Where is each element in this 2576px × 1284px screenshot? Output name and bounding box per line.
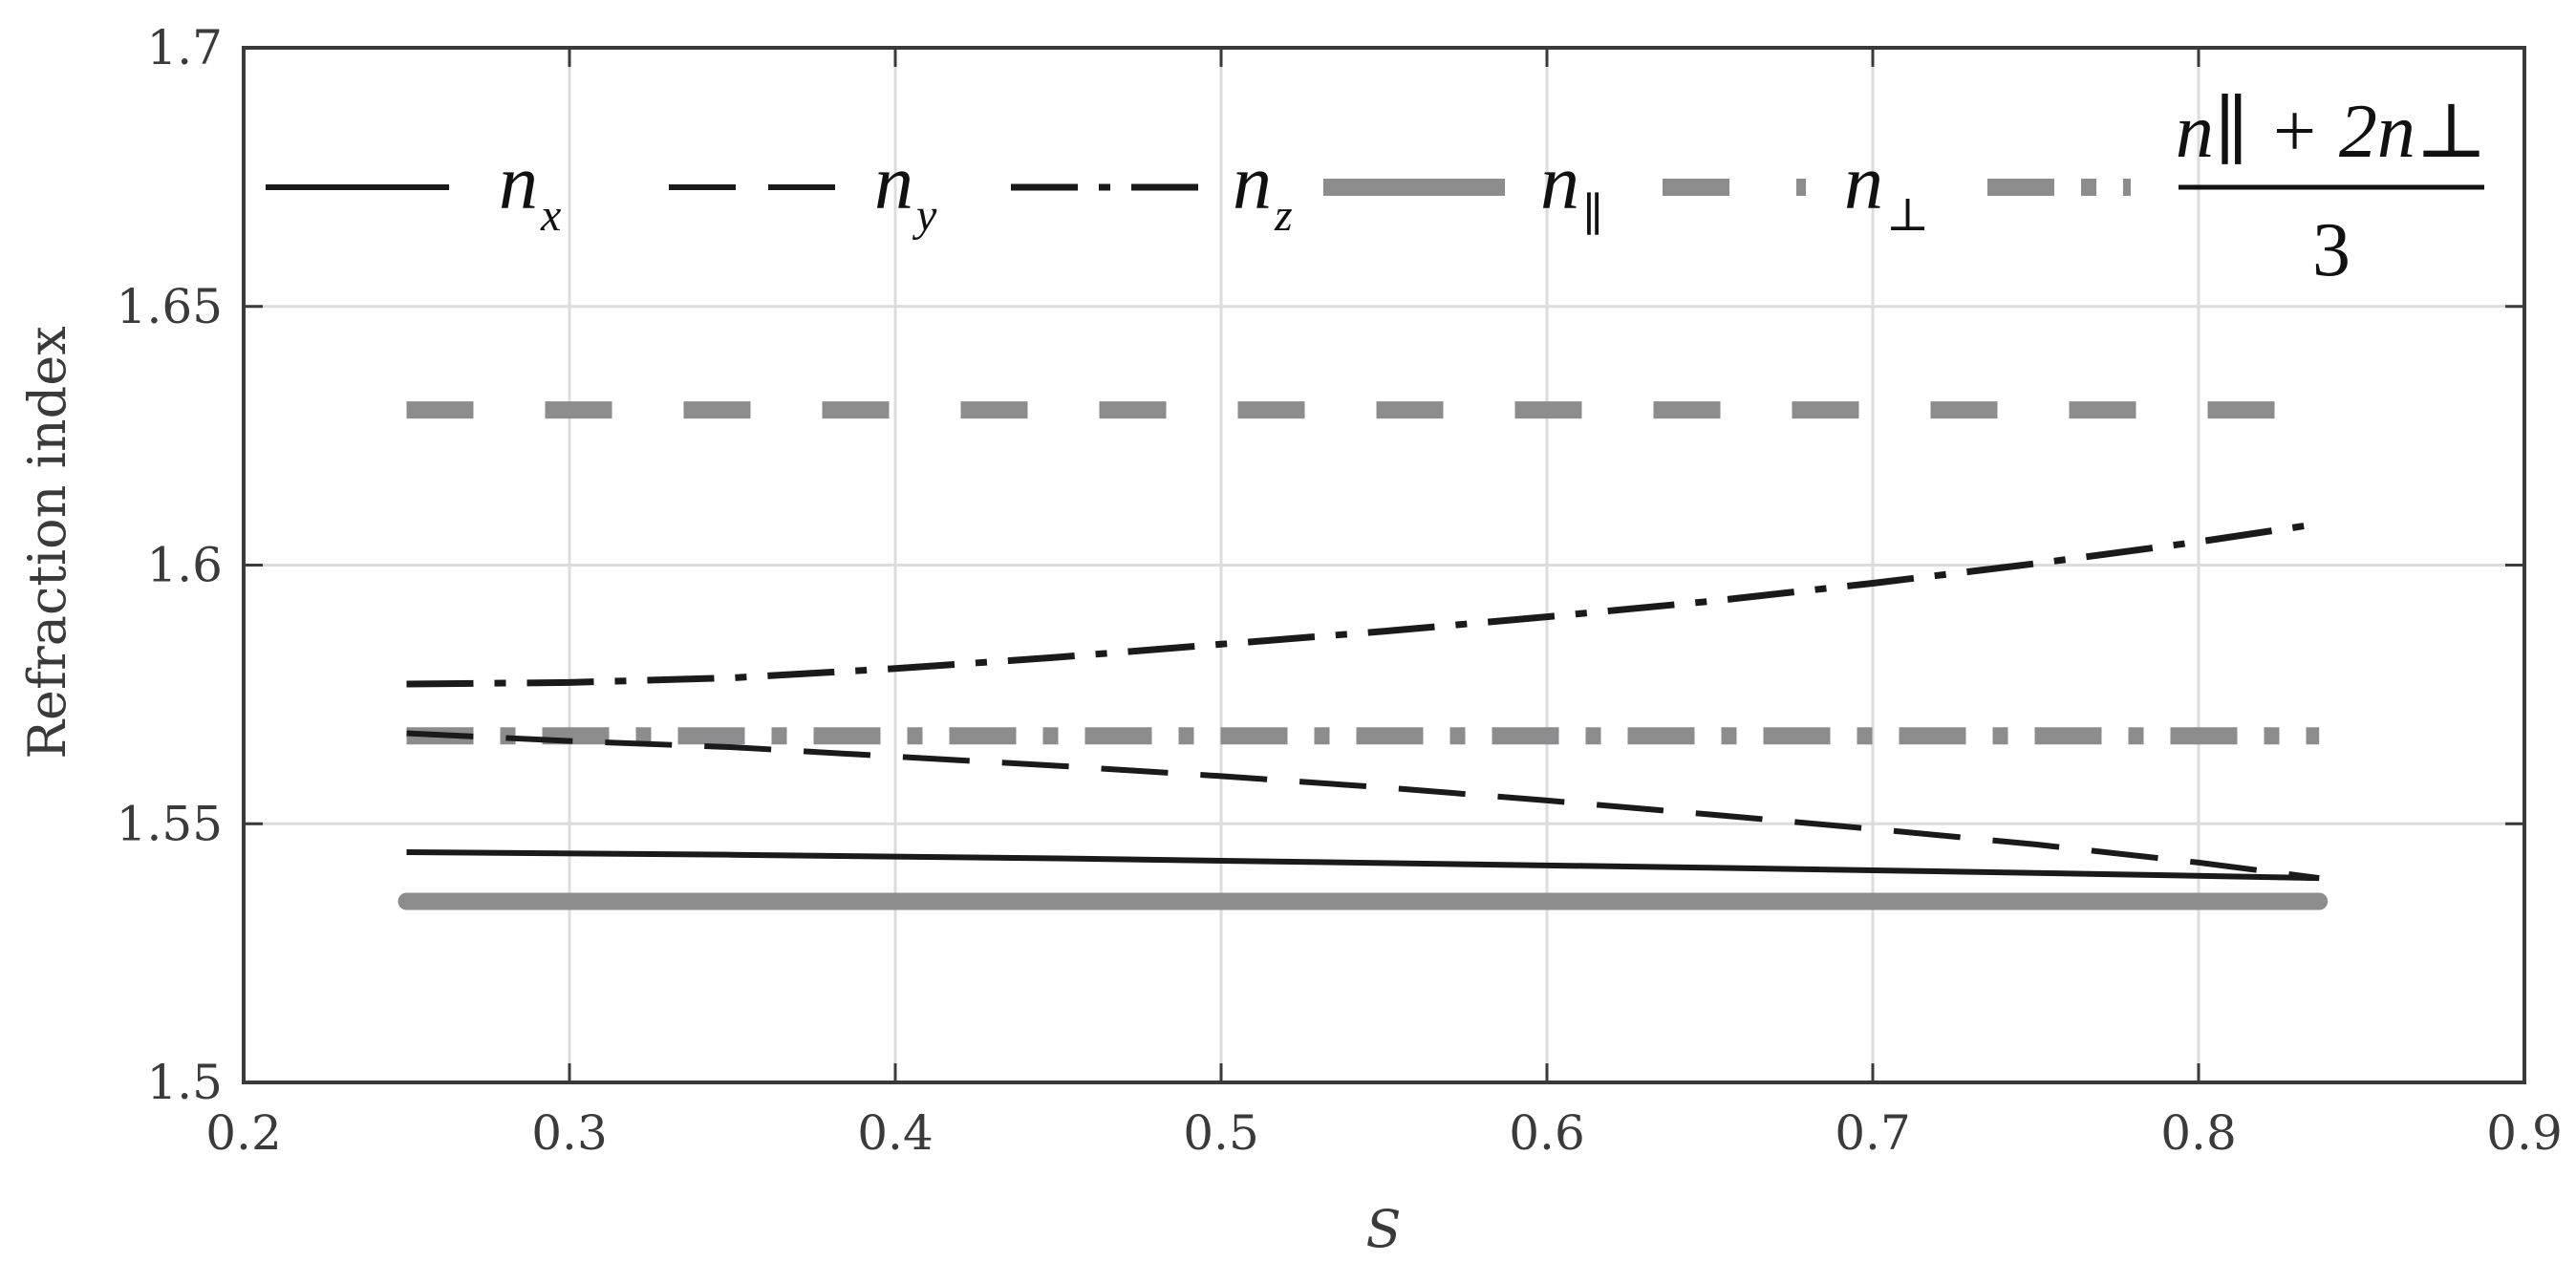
- legend: n x n y n z n ∥ n ⊥n∥ + 2n⊥3: [266, 90, 2487, 292]
- legend-fraction-numerator: n∥ + 2n⊥: [2176, 90, 2487, 174]
- y-tick-label: 1.55: [117, 796, 223, 851]
- y-tick-label: 1.6: [146, 538, 223, 593]
- y-tick-label: 1.7: [146, 20, 223, 75]
- x-tick-label: 0.8: [2160, 1105, 2237, 1161]
- x-tick-label: 0.6: [1509, 1105, 1585, 1161]
- legend-subscript: ⊥: [1886, 190, 1929, 241]
- series-line-n-x: [406, 849, 2320, 882]
- axes: [242, 46, 2526, 1084]
- legend-label: n: [499, 139, 538, 225]
- legend-label: n: [1540, 139, 1579, 225]
- series-layer: [397, 401, 2329, 910]
- legend-fraction-denominator: 3: [2312, 208, 2351, 292]
- legend-subscript: ∥: [1582, 190, 1603, 241]
- legend-subscript: z: [1274, 190, 1293, 241]
- y-tick-label: 1.5: [146, 1055, 223, 1110]
- legend-label: n: [1844, 139, 1883, 225]
- legend-label: n: [874, 139, 913, 225]
- x-tick-label: 0.5: [1183, 1105, 1259, 1161]
- legend-subscript: x: [540, 190, 561, 241]
- x-tick-label: 0.3: [531, 1105, 608, 1161]
- legend-label: n: [1233, 139, 1272, 225]
- x-axis-label: S: [1366, 1199, 1402, 1259]
- x-tick-label: 0.9: [2486, 1105, 2563, 1161]
- x-tick-label: 0.7: [1835, 1105, 1911, 1161]
- x-tick-label: 0.2: [205, 1105, 282, 1161]
- y-tick-label: 1.65: [117, 279, 223, 334]
- series-line-n-y: [406, 730, 2320, 882]
- tick-labels: 0.2 0.3 0.4 0.5 0.6 0.7 0.8 0.9 1.5 1.55 1.6 1.65 1.…: [117, 20, 2563, 1161]
- series-line-n-z: [406, 520, 2320, 688]
- y-axis-label: Refraction index: [17, 326, 77, 759]
- x-tick-label: 0.4: [857, 1105, 934, 1161]
- legend-subscript: y: [912, 190, 937, 241]
